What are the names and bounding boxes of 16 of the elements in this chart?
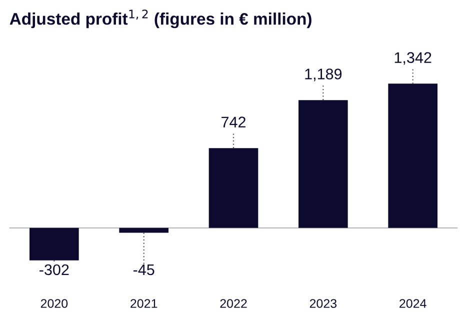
x-tick-label: 2024 bbox=[400, 299, 426, 308]
x-tick-label: 2023 bbox=[310, 299, 337, 308]
data-label: -302 bbox=[40, 264, 69, 276]
data-label: -45 bbox=[133, 264, 154, 276]
bar bbox=[208, 148, 258, 228]
data-label: 742 bbox=[222, 116, 246, 128]
bar bbox=[388, 84, 438, 228]
data-label: 1,342 bbox=[394, 52, 432, 65]
chart-title: Adjusted profit$^{1,2}$ (figures in € million) bbox=[10, 10, 312, 28]
bar bbox=[119, 228, 168, 233]
data-label: 1,189 bbox=[305, 68, 342, 82]
x-tick-label: 2020 bbox=[40, 299, 68, 308]
bar bbox=[298, 100, 348, 228]
x-tick-label: 2022 bbox=[220, 299, 247, 308]
bar bbox=[30, 228, 79, 260]
x-tick-label: 2021 bbox=[130, 299, 158, 308]
